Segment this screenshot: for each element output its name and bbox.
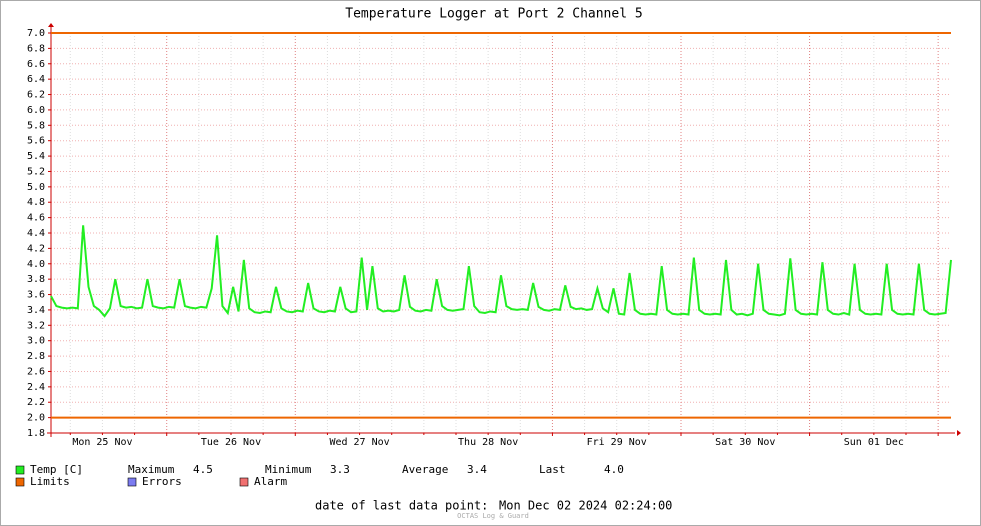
y-tick-label: 4.2 <box>27 243 45 254</box>
legend-swatch <box>15 465 25 475</box>
footer-label: date of last data point: <box>315 499 488 513</box>
x-tick-label: Fri 29 Nov <box>587 437 647 448</box>
y-tick-label: 2.8 <box>27 351 45 362</box>
stat-label: Maximum <box>128 463 175 476</box>
y-tick-label: 3.0 <box>27 336 45 347</box>
legend-label: Temp [C] <box>30 463 83 476</box>
stat-value: 4.5 <box>193 463 213 476</box>
x-tick-label: Sat 30 Nov <box>715 437 775 448</box>
stat-label: Average <box>402 463 448 476</box>
y-tick-label: 3.6 <box>27 290 45 301</box>
x-arrow <box>957 430 961 436</box>
y-tick-label: 4.8 <box>27 197 45 208</box>
y-tick-label: 5.8 <box>27 120 45 131</box>
y-tick-label: 1.8 <box>27 428 45 439</box>
y-tick-label: 2.4 <box>27 382 45 393</box>
y-tick-label: 7.0 <box>27 28 45 39</box>
footer-date: Mon Dec 02 2024 02:24:00 <box>499 499 672 513</box>
y-tick-label: 6.6 <box>27 59 45 70</box>
stat-label: Minimum <box>265 463 312 476</box>
y-tick-label: 3.8 <box>27 274 45 285</box>
y-tick-label: 6.2 <box>27 90 45 101</box>
legend-label: Limits <box>30 475 70 488</box>
legend-swatch <box>15 477 25 487</box>
legend-swatch <box>127 477 137 487</box>
y-tick-label: 2.2 <box>27 397 45 408</box>
stat-value: 4.0 <box>604 463 624 476</box>
y-tick-label: 2.0 <box>27 413 45 424</box>
stat-value: 3.3 <box>330 463 350 476</box>
y-tick-label: 6.4 <box>27 74 45 85</box>
series-line <box>50 225 952 318</box>
x-tick-label: Sun 01 Dec <box>844 437 904 448</box>
y-tick-label: 3.4 <box>27 305 45 316</box>
stat-label: Last <box>539 463 566 476</box>
x-tick-label: Mon 25 Nov <box>72 437 132 448</box>
legend-swatch <box>239 477 249 487</box>
stat-value: 3.4 <box>467 463 487 476</box>
y-tick-label: 2.6 <box>27 366 45 377</box>
y-tick-label: 4.6 <box>27 213 45 224</box>
y-tick-label: 4.0 <box>27 259 45 270</box>
y-tick-label: 5.4 <box>27 151 45 162</box>
x-tick-label: Tue 26 Nov <box>201 437 261 448</box>
legend-label: Alarm <box>254 475 287 488</box>
credit: OCTAS Log & Guard <box>457 512 529 520</box>
y-tick-label: 5.2 <box>27 166 45 177</box>
y-tick-label: 4.4 <box>27 228 45 239</box>
legend-label: Errors <box>142 475 182 488</box>
chart-title: Temperature Logger at Port 2 Channel 5 <box>345 7 642 22</box>
y-tick-label: 6.0 <box>27 105 45 116</box>
x-tick-label: Wed 27 Nov <box>329 437 389 448</box>
y-arrow <box>48 23 54 27</box>
y-tick-label: 5.0 <box>27 182 45 193</box>
y-tick-label: 5.6 <box>27 136 45 147</box>
y-tick-label: 3.2 <box>27 320 45 331</box>
x-tick-label: Thu 28 Nov <box>458 437 518 448</box>
y-tick-label: 6.8 <box>27 43 45 54</box>
